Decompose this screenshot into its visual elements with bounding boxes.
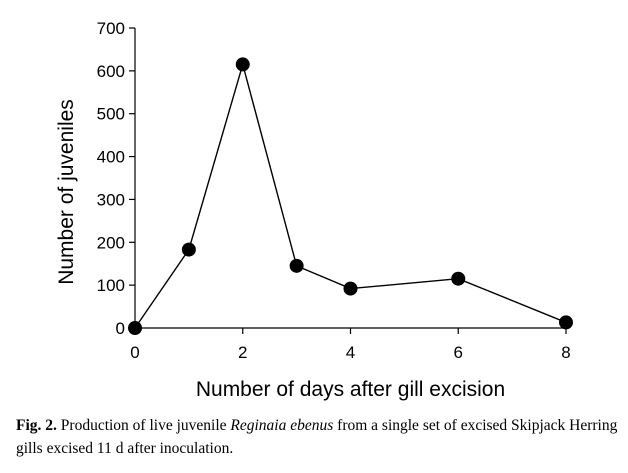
y-tick-label: 0 <box>116 319 125 338</box>
y-tick-label: 700 <box>97 19 125 38</box>
caption-text-before: Production of live juvenile <box>60 417 227 434</box>
data-point <box>181 242 196 257</box>
data-point <box>235 57 250 72</box>
y-axis-ticks: 0 100 200 300 400 500 600 700 <box>97 19 135 338</box>
y-tick-label: 300 <box>97 190 125 209</box>
y-tick-label: 600 <box>97 62 125 81</box>
plot-area: 0 100 200 300 400 500 600 700 0 2 4 6 8 <box>97 19 573 362</box>
x-tick-label: 2 <box>238 343 247 362</box>
data-point <box>289 258 304 273</box>
data-point <box>343 281 358 296</box>
y-tick-label: 500 <box>97 105 125 124</box>
x-tick-label: 4 <box>346 343 355 362</box>
x-tick-label: 8 <box>561 343 570 362</box>
y-tick-label: 200 <box>97 233 125 252</box>
data-points <box>128 57 573 335</box>
data-point <box>559 315 573 330</box>
x-tick-label: 6 <box>454 343 463 362</box>
data-point <box>128 321 142 335</box>
y-tick-label: 100 <box>97 276 125 295</box>
x-axis-title: Number of days after gill excision <box>196 378 505 401</box>
y-tick-label: 400 <box>97 148 125 167</box>
caption-figure-label: Fig. 2. <box>16 417 57 434</box>
caption-text-after: from a single set of excised Skipjack He… <box>16 417 618 457</box>
x-tick-label: 0 <box>130 343 139 362</box>
y-axis-title: Number of juveniles <box>55 99 78 285</box>
data-point <box>451 271 466 286</box>
figure-caption: Fig. 2. Production of live juvenile Regi… <box>16 414 620 460</box>
x-axis-ticks: 0 2 4 6 8 <box>130 328 571 362</box>
caption-species-name: Reginaia ebenus <box>230 417 334 434</box>
